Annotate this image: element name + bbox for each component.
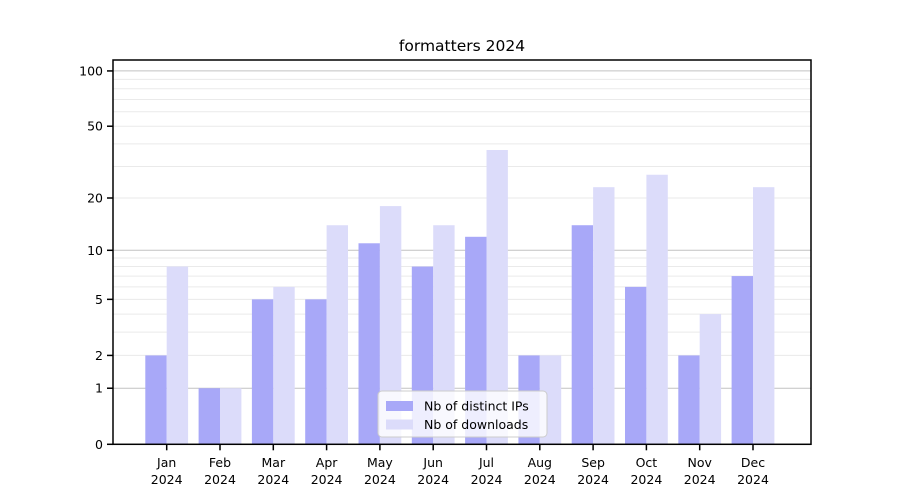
bar-downloads-oct	[646, 174, 668, 445]
chart-title: formatters 2024	[398, 37, 526, 55]
bar-downloads-apr	[326, 225, 348, 445]
x-tick-label-month-may: May	[367, 455, 393, 470]
x-tick-label-year-mar: 2024	[257, 472, 289, 487]
x-tick-label-month-nov: Nov	[687, 455, 712, 470]
legend-swatch-downloads	[386, 419, 413, 430]
bar-downloads-sep	[593, 187, 615, 445]
x-tick-label-month-oct: Oct	[636, 455, 658, 470]
x-tick-label-year-feb: 2024	[204, 472, 236, 487]
x-tick-label-month-sep: Sep	[581, 455, 605, 470]
bar-distinct-ips-apr	[305, 299, 327, 445]
x-tick-label-year-may: 2024	[364, 472, 396, 487]
x-tick-label-month-jun: Jun	[422, 455, 443, 470]
bar-downloads-dec	[753, 187, 775, 445]
bar-downloads-jan	[166, 266, 189, 445]
y-tick-label-2: 2	[95, 348, 103, 363]
bar-downloads-jun	[433, 225, 455, 445]
plot-border	[112, 59, 812, 446]
x-tick-label-month-dec: Dec	[741, 455, 765, 470]
x-tick-label-year-sep: 2024	[577, 472, 609, 487]
x-tick-label-year-aug: 2024	[524, 472, 556, 487]
y-tick-label-10: 10	[87, 243, 103, 258]
legend-label-downloads: Nb of downloads	[424, 417, 528, 432]
bar-downloads-feb	[220, 388, 242, 445]
y-tick-label-5: 5	[95, 292, 103, 307]
x-tick-label-year-dec: 2024	[737, 472, 769, 487]
bar-distinct-ips-dec	[731, 276, 753, 445]
x-tick-label-year-jan: 2024	[151, 472, 183, 487]
bar-distinct-ips-oct	[625, 286, 647, 445]
y-tick-label-50: 50	[87, 119, 103, 134]
y-tick-label-20: 20	[87, 190, 103, 205]
x-tick-label-month-jan: Jan	[156, 455, 176, 470]
legend-swatch-distinct-ips	[386, 401, 413, 411]
bar-distinct-ips-may	[358, 243, 380, 445]
x-tick-label-month-jul: Jul	[478, 455, 494, 470]
x-tick-label-month-aug: Aug	[528, 455, 552, 470]
x-tick-label-year-oct: 2024	[630, 472, 662, 487]
bar-distinct-ips-jan	[145, 355, 167, 445]
y-tick-label-1: 1	[95, 381, 103, 396]
bar-downloads-nov	[699, 314, 722, 445]
bar-distinct-ips-sep	[571, 225, 594, 445]
legend-box	[377, 390, 548, 438]
bar-distinct-ips-mar	[251, 299, 274, 445]
bar-distinct-ips-feb	[198, 388, 220, 445]
bar-distinct-ips-nov	[678, 355, 700, 445]
bar-downloads-jul	[486, 150, 508, 445]
legend-label-distinct-ips: Nb of distinct IPs	[424, 399, 529, 414]
x-tick-label-year-nov: 2024	[684, 472, 716, 487]
bar-downloads-may	[379, 206, 402, 445]
y-tick-label-0: 0	[95, 437, 103, 452]
x-tick-label-month-apr: Apr	[316, 455, 338, 470]
bar-downloads-mar	[273, 286, 295, 445]
x-tick-label-year-jun: 2024	[417, 472, 449, 487]
y-tick-label-100: 100	[79, 63, 103, 78]
x-tick-label-year-jul: 2024	[471, 472, 503, 487]
x-tick-label-month-feb: Feb	[209, 455, 231, 470]
x-tick-label-year-apr: 2024	[311, 472, 343, 487]
x-tick-label-month-mar: Mar	[262, 455, 286, 470]
